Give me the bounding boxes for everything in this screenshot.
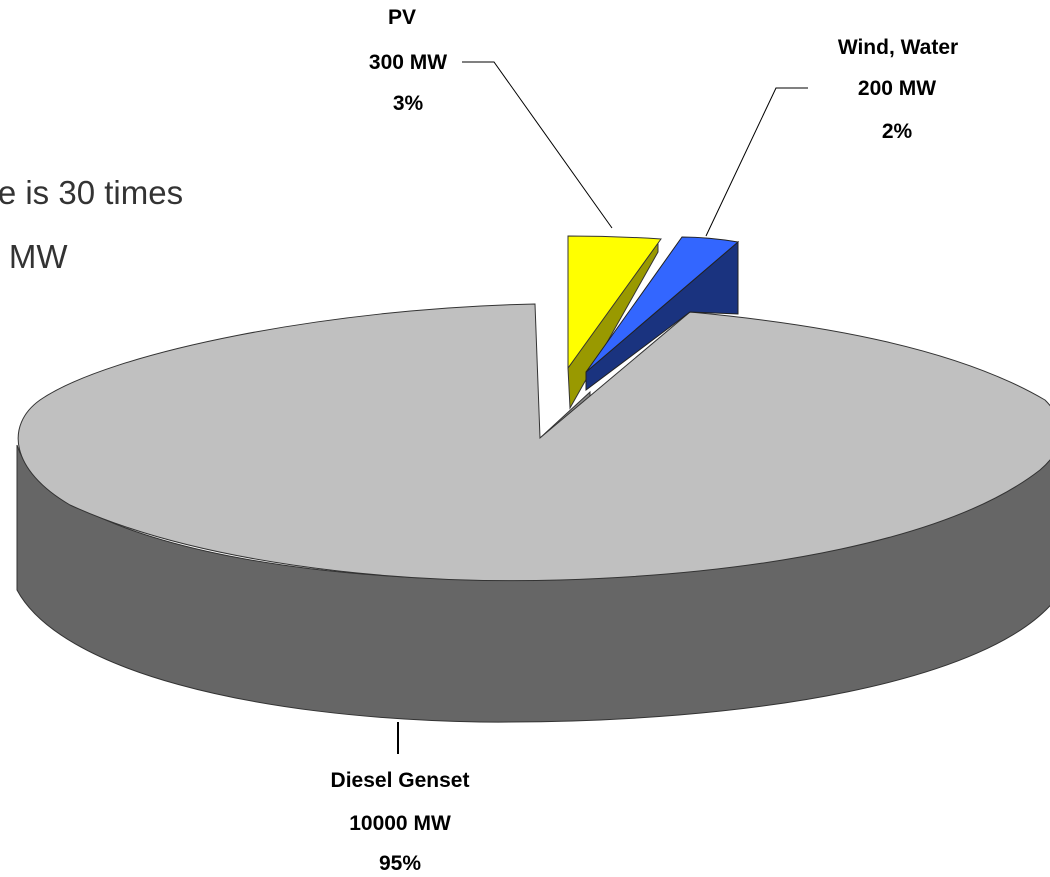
label-diesel-genset-percent: 95% [379, 852, 421, 875]
subtitle-line-2: in MW [0, 238, 68, 275]
label-pv-name: PV [388, 6, 416, 29]
label-wind-water-percent: 2% [882, 120, 913, 143]
slice-diesel-genset [16, 303, 1050, 723]
slice-diesel-genset-top [17, 303, 1050, 582]
slice-wind-water [585, 236, 740, 391]
leader-line-pv [462, 61, 613, 229]
label-wind-water-value: 200 MW [858, 77, 936, 100]
slice-diesel-genset-side [16, 444, 1050, 723]
label-diesel-genset-name: Diesel Genset [331, 769, 470, 792]
label-wind-water-name: Wind, Water [838, 36, 958, 59]
label-pv-value: 300 MW [369, 51, 447, 74]
leader-lines [397, 61, 808, 754]
data-labels: PV 300 MW 3% Wind, Water 200 MW 2% Diese… [331, 6, 959, 875]
leader-line-wind-water [705, 87, 808, 237]
slice-pv-top [567, 235, 662, 370]
label-pv-percent: 3% [393, 92, 424, 115]
subtitle-line-1: ize is 30 times [0, 174, 184, 211]
label-diesel-genset-value: 10000 MW [349, 812, 451, 835]
slice-wind-water-top [585, 236, 740, 373]
